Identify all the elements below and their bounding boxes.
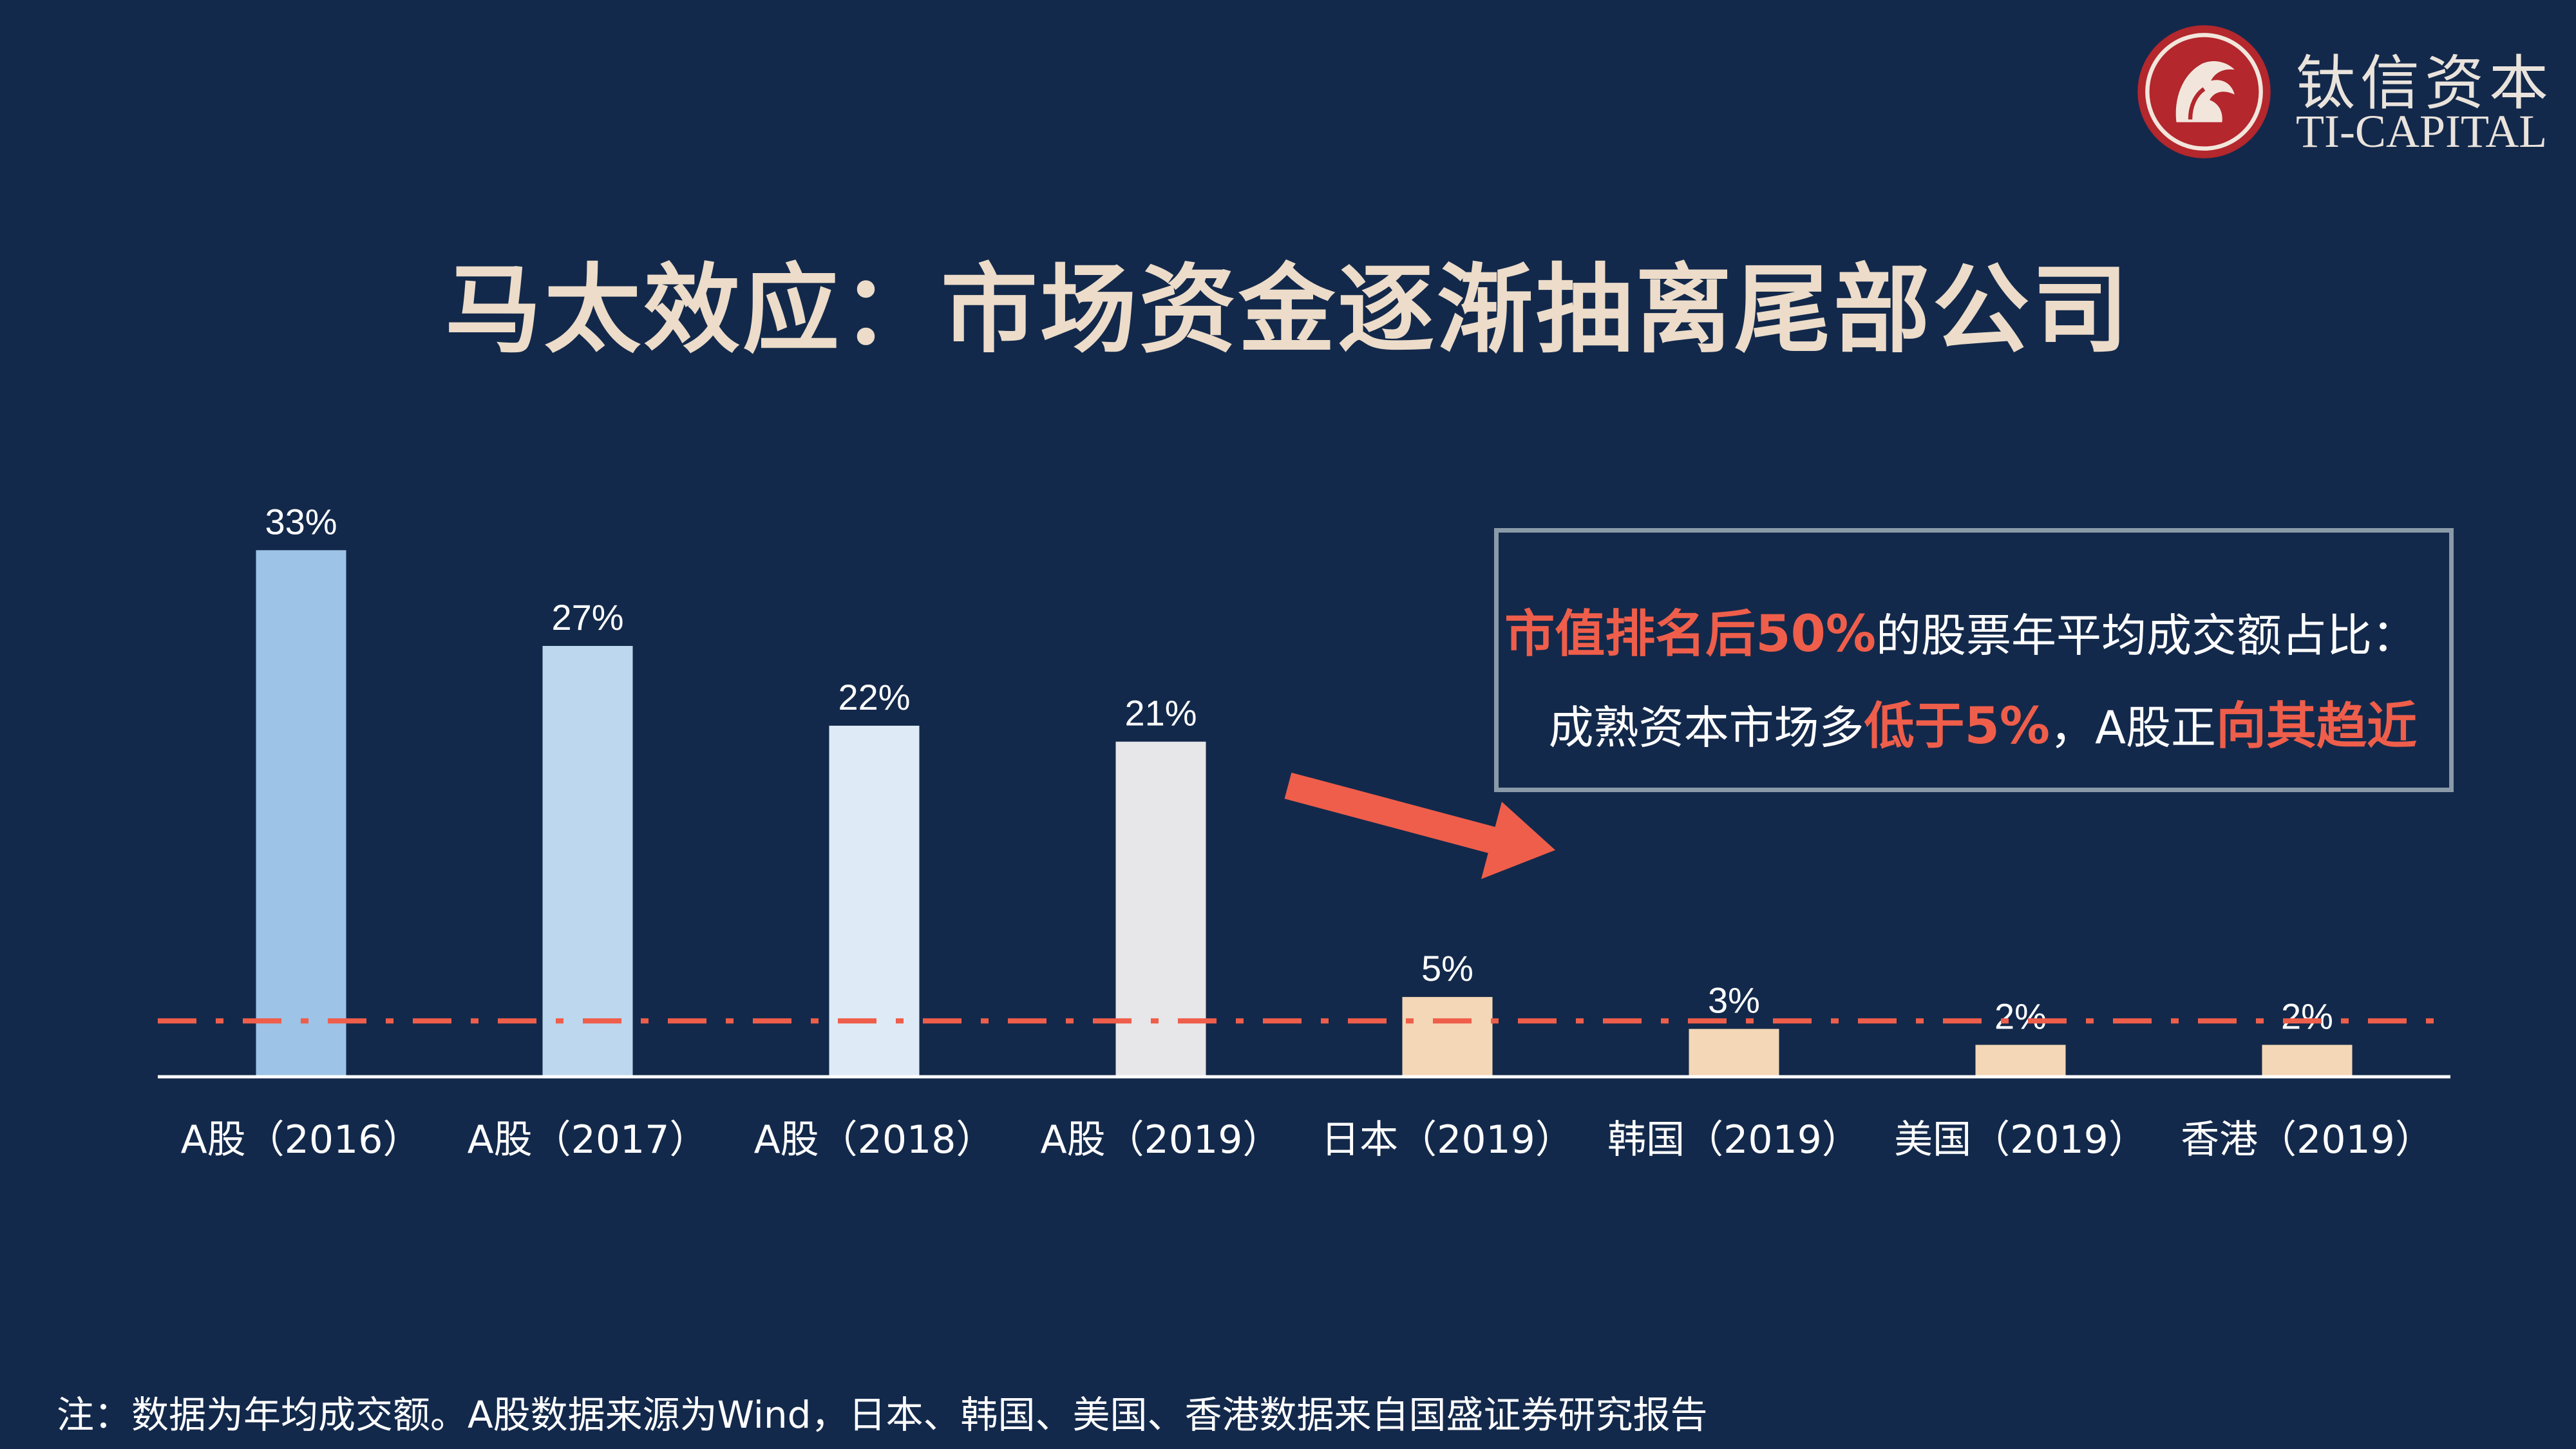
bar [1975, 1045, 2066, 1077]
category-label: A股（2018） [754, 1117, 995, 1162]
callout-text: 的股票年平均成交额占比： [1876, 609, 2417, 662]
bar [1115, 741, 1206, 1077]
footnote: 注：数据为年均成交额。A股数据来源为Wind，日本、韩国、美国、香港数据来自国盛… [57, 1393, 1708, 1437]
trend-arrow [1284, 772, 1555, 879]
page-title: 马太效应：市场资金逐渐抽离尾部公司 [444, 254, 2131, 366]
category-label: 香港（2019） [2181, 1117, 2434, 1162]
data-label: 2% [2281, 996, 2333, 1036]
callout-highlight: 低于5% [1864, 697, 2050, 755]
data-label: 2% [1994, 996, 2047, 1036]
category-label: A股（2017） [468, 1117, 708, 1162]
callout-line-1: 市值排名后50%的股票年平均成交额占比： [1504, 594, 2417, 666]
data-label: 22% [838, 677, 910, 717]
callout-line-2: 成熟资本市场多低于5%，A股正向其趋近 [1549, 686, 2417, 758]
lion-logo-icon [2137, 25, 2271, 158]
callout-highlight: 向其趋近 [2215, 697, 2417, 755]
data-label: 5% [1421, 948, 1473, 989]
bar [1402, 997, 1493, 1077]
logo-chinese-name: 钛信资本 [2296, 49, 2554, 118]
data-label: 3% [1708, 980, 1760, 1021]
bar [1689, 1028, 1779, 1077]
bar [256, 550, 346, 1077]
brand-logo: 钛信资本 TI-CAPITAL [2135, 23, 2560, 164]
category-label: 美国（2019） [1894, 1117, 2147, 1162]
callout-box: 市值排名后50%的股票年平均成交额占比： 成熟资本市场多低于5%，A股正向其趋近 [1494, 528, 2454, 792]
bar [542, 646, 633, 1077]
bar [2262, 1045, 2353, 1077]
category-label: A股（2016） [181, 1117, 422, 1162]
callout-highlight: 市值排名后50% [1504, 605, 1876, 663]
callout-text: 成熟资本市场多 [1548, 701, 1864, 754]
category-label: 日本（2019） [1321, 1117, 1574, 1162]
bar [829, 725, 920, 1077]
data-label: 33% [265, 501, 337, 542]
callout-text: ，A股正 [2050, 701, 2216, 754]
data-label: 27% [551, 597, 623, 638]
category-label: 韩国（2019） [1607, 1117, 1861, 1162]
category-label: A股（2019） [1041, 1117, 1282, 1162]
logo-english-name: TI-CAPITAL [2296, 106, 2548, 157]
data-label: 21% [1124, 693, 1197, 734]
